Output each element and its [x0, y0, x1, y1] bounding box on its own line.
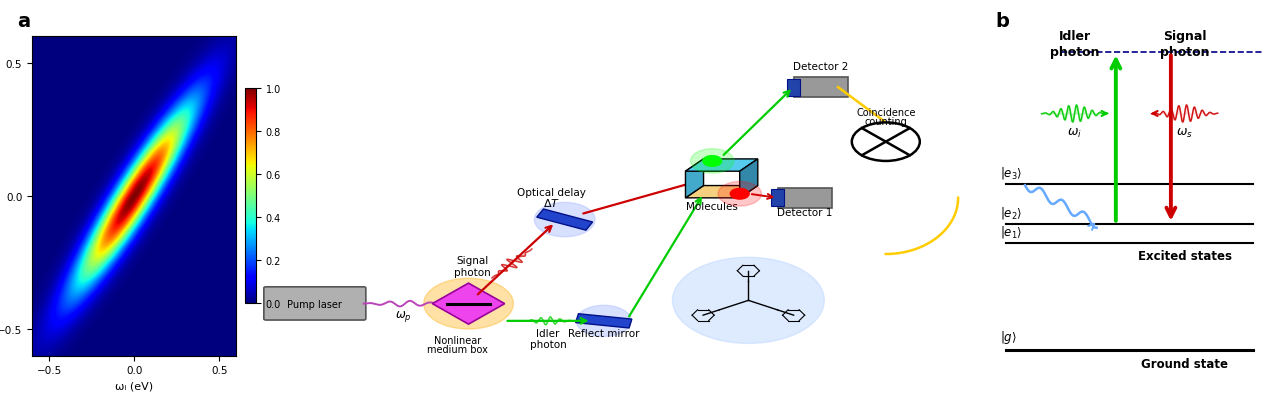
- Text: Molecules: Molecules: [686, 201, 739, 211]
- X-axis label: ωᵢ (eV): ωᵢ (eV): [115, 381, 154, 391]
- Text: Ground state: Ground state: [1142, 357, 1228, 370]
- Polygon shape: [740, 160, 758, 198]
- Circle shape: [672, 258, 824, 344]
- Text: Idler: Idler: [536, 328, 559, 338]
- Circle shape: [718, 182, 762, 207]
- Text: Detector 2: Detector 2: [794, 61, 849, 72]
- Circle shape: [576, 306, 631, 337]
- Text: a: a: [17, 12, 29, 31]
- Text: counting: counting: [864, 117, 908, 127]
- FancyBboxPatch shape: [264, 287, 366, 320]
- Polygon shape: [794, 78, 847, 98]
- Text: b: b: [996, 12, 1010, 31]
- Text: Coincidence: Coincidence: [856, 108, 915, 118]
- Circle shape: [731, 189, 749, 200]
- Polygon shape: [433, 283, 504, 324]
- Text: $\omega_s$: $\omega_s$: [1176, 127, 1193, 140]
- Text: photon: photon: [530, 339, 567, 349]
- Text: Optical delay: Optical delay: [517, 187, 586, 198]
- Polygon shape: [778, 189, 832, 208]
- Text: $|e_2\rangle$: $|e_2\rangle$: [1000, 204, 1023, 220]
- Polygon shape: [686, 186, 758, 198]
- Circle shape: [424, 279, 513, 329]
- Polygon shape: [492, 249, 532, 278]
- Circle shape: [534, 203, 595, 237]
- Text: $\omega_p$: $\omega_p$: [396, 308, 412, 323]
- Polygon shape: [686, 160, 704, 198]
- Polygon shape: [520, 317, 577, 325]
- Polygon shape: [787, 79, 800, 97]
- Text: photon: photon: [1050, 45, 1100, 58]
- Text: medium box: medium box: [428, 344, 488, 355]
- Polygon shape: [536, 209, 593, 231]
- Text: photon: photon: [1160, 45, 1210, 58]
- Text: Signal: Signal: [456, 256, 488, 266]
- Text: Signal: Signal: [1164, 30, 1206, 43]
- Text: $|g\rangle$: $|g\rangle$: [1000, 328, 1018, 345]
- Text: Reflect mirror: Reflect mirror: [568, 328, 640, 338]
- Polygon shape: [576, 314, 632, 328]
- Text: $\omega_i$: $\omega_i$: [1068, 127, 1082, 140]
- Polygon shape: [686, 160, 758, 172]
- Circle shape: [703, 156, 722, 167]
- Polygon shape: [771, 190, 783, 207]
- Circle shape: [851, 123, 920, 162]
- Text: $\Delta T$: $\Delta T$: [543, 197, 561, 209]
- Text: Excited states: Excited states: [1138, 249, 1231, 263]
- Text: $|e_1\rangle$: $|e_1\rangle$: [1000, 224, 1023, 240]
- Circle shape: [690, 149, 733, 174]
- Text: Detector 1: Detector 1: [777, 208, 832, 218]
- Text: Idler: Idler: [1059, 30, 1091, 43]
- Text: Nonlinear: Nonlinear: [434, 335, 481, 345]
- Text: $|e_3\rangle$: $|e_3\rangle$: [1000, 164, 1023, 180]
- Text: Pump laser: Pump laser: [287, 299, 342, 309]
- Text: photon: photon: [453, 267, 490, 277]
